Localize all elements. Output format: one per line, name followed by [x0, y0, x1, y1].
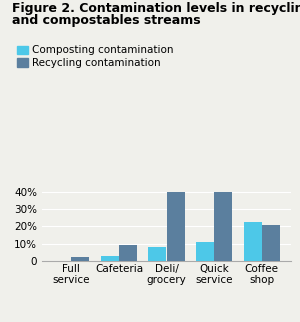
Text: Figure 2. Contamination levels in recycling: Figure 2. Contamination levels in recycl… — [12, 2, 300, 14]
Bar — [244, 222, 262, 261]
Bar — [262, 225, 280, 261]
Legend: Composting contamination, Recycling contamination: Composting contamination, Recycling cont… — [17, 45, 173, 68]
Bar — [101, 256, 119, 261]
Bar — [148, 247, 166, 261]
Bar — [167, 192, 184, 261]
Bar — [71, 257, 89, 261]
Bar — [214, 192, 232, 261]
Bar — [119, 245, 137, 261]
Text: and compostables streams: and compostables streams — [12, 14, 201, 27]
Bar — [196, 242, 214, 261]
